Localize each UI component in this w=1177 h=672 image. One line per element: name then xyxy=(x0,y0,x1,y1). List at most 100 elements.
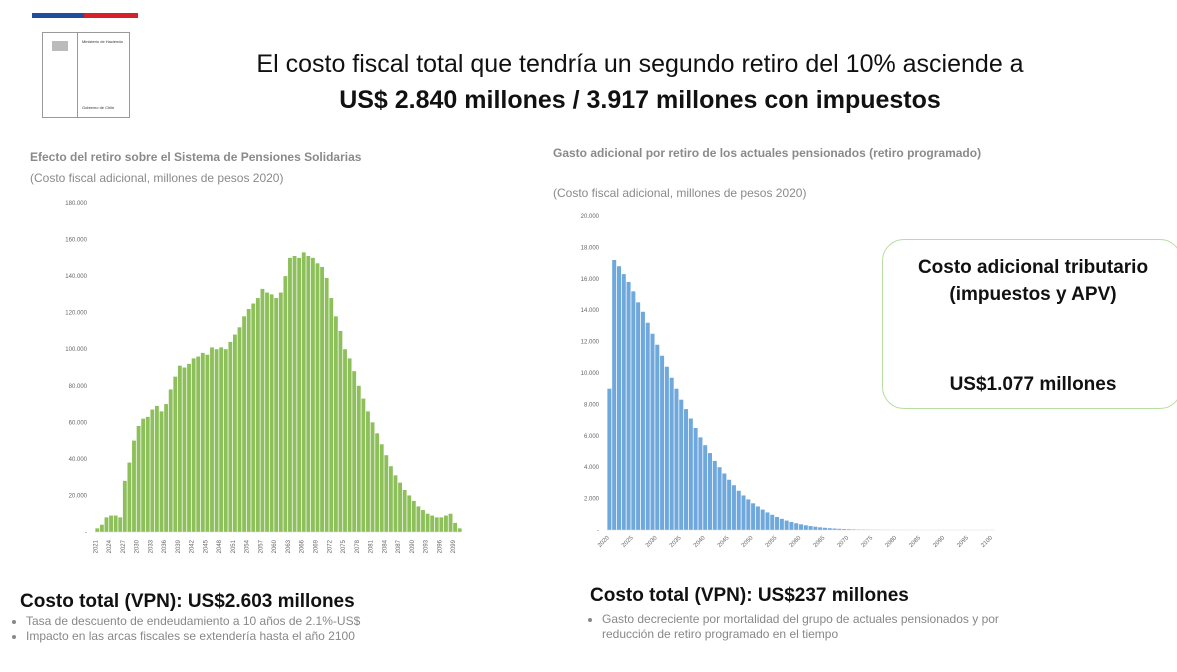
bar xyxy=(439,517,444,532)
bar xyxy=(616,266,621,530)
x-tick-label: 2096 xyxy=(437,539,443,553)
bar xyxy=(789,521,794,530)
bar xyxy=(393,475,398,532)
bar xyxy=(122,480,127,532)
bar xyxy=(361,398,366,532)
x-tick-label: 2030 xyxy=(645,535,659,549)
bar xyxy=(407,495,412,532)
x-tick-label: 2027 xyxy=(121,539,127,553)
bar xyxy=(297,257,302,532)
bar xyxy=(113,515,118,532)
bar xyxy=(310,257,315,532)
x-tick-label: 2075 xyxy=(861,535,875,549)
bar xyxy=(842,529,847,530)
x-tick-label: 2087 xyxy=(396,539,402,553)
callout-amount: US$1.077 millones xyxy=(949,374,1117,395)
bar xyxy=(741,495,746,530)
bar xyxy=(370,422,375,532)
bar xyxy=(707,453,712,530)
y-tick-label: 60.000 xyxy=(69,420,88,426)
bar xyxy=(851,529,856,530)
bar xyxy=(219,347,224,532)
y-tick-label: - xyxy=(597,528,599,534)
x-tick-label: 2093 xyxy=(424,539,430,553)
bar xyxy=(621,274,626,530)
bar xyxy=(760,509,765,530)
bar xyxy=(416,506,421,532)
bar xyxy=(265,292,269,532)
bar xyxy=(320,266,325,532)
bar xyxy=(731,485,736,530)
x-tick-label: 2075 xyxy=(341,539,347,553)
bar xyxy=(607,388,612,530)
bar xyxy=(770,514,775,530)
bar xyxy=(200,352,205,532)
y-tick-label: 20.000 xyxy=(69,493,88,499)
bar xyxy=(132,440,136,532)
bar xyxy=(352,371,357,532)
bar xyxy=(283,276,288,532)
bar xyxy=(292,256,297,532)
title-line2: US$ 2.840 millones / 3.917 millones con … xyxy=(339,86,941,114)
summary-bullets: Gasto decreciente por mortalidad del gru… xyxy=(584,612,1022,642)
bar xyxy=(722,473,727,530)
y-tick-label: 6.000 xyxy=(584,434,600,440)
bar xyxy=(798,524,804,530)
bullet: Gasto decreciente por mortalidad del gru… xyxy=(602,612,1022,642)
bar xyxy=(640,311,645,530)
bar xyxy=(214,349,219,532)
bar xyxy=(246,309,251,532)
x-tick-label: 2025 xyxy=(621,535,635,549)
bar xyxy=(636,302,641,530)
bar xyxy=(402,489,407,532)
bar xyxy=(693,427,698,530)
bar xyxy=(375,433,380,532)
bar xyxy=(698,437,703,530)
bar xyxy=(398,482,402,532)
x-tick-label: 2085 xyxy=(908,535,922,549)
bar xyxy=(784,520,789,530)
chart-title: Efecto del retiro sobre el Sistema de Pe… xyxy=(30,150,362,164)
bar xyxy=(679,399,684,530)
bullet: Impacto en las arcas fiscales se extende… xyxy=(26,629,566,644)
bar xyxy=(278,292,283,532)
bar xyxy=(655,344,660,530)
bar xyxy=(674,388,679,530)
bar xyxy=(173,376,178,532)
x-tick-label: 2078 xyxy=(355,539,361,553)
x-tick-label: 2024 xyxy=(107,539,113,553)
y-tick-label: 8.000 xyxy=(584,402,600,408)
summary-heading: Costo total (VPN): US$237 millones xyxy=(590,585,909,606)
bar xyxy=(803,525,808,530)
x-tick-label: 2050 xyxy=(741,535,755,549)
summary-bullets: Tasa de descuento de endeudamiento a 10 … xyxy=(8,614,566,644)
bar xyxy=(736,490,741,530)
bar xyxy=(765,512,770,530)
flag-red xyxy=(84,13,138,18)
bar xyxy=(388,466,393,532)
logo-emblem xyxy=(52,41,68,51)
bar xyxy=(827,528,832,530)
bar xyxy=(650,333,655,530)
bar xyxy=(118,517,123,532)
bar xyxy=(837,528,842,530)
y-tick-label: 18.000 xyxy=(581,245,600,251)
bar xyxy=(343,349,347,532)
logo: Ministerio de Hacienda Gobierno de Chile xyxy=(42,32,130,118)
x-tick-label: 2081 xyxy=(369,539,375,553)
x-tick-label: 2060 xyxy=(272,539,278,553)
y-tick-label: 160.000 xyxy=(65,238,87,244)
bar xyxy=(425,513,430,532)
bar xyxy=(223,349,228,532)
x-tick-label: 2045 xyxy=(717,535,731,549)
y-tick-label: 4.000 xyxy=(584,465,600,471)
x-tick-label: 2080 xyxy=(885,535,899,549)
bar xyxy=(329,298,334,532)
bar xyxy=(660,355,665,530)
bar xyxy=(127,462,132,532)
bullet: Tasa de descuento de endeudamiento a 10 … xyxy=(26,614,566,629)
flag-blue xyxy=(32,13,84,18)
bar xyxy=(717,467,722,530)
bar xyxy=(384,455,389,532)
